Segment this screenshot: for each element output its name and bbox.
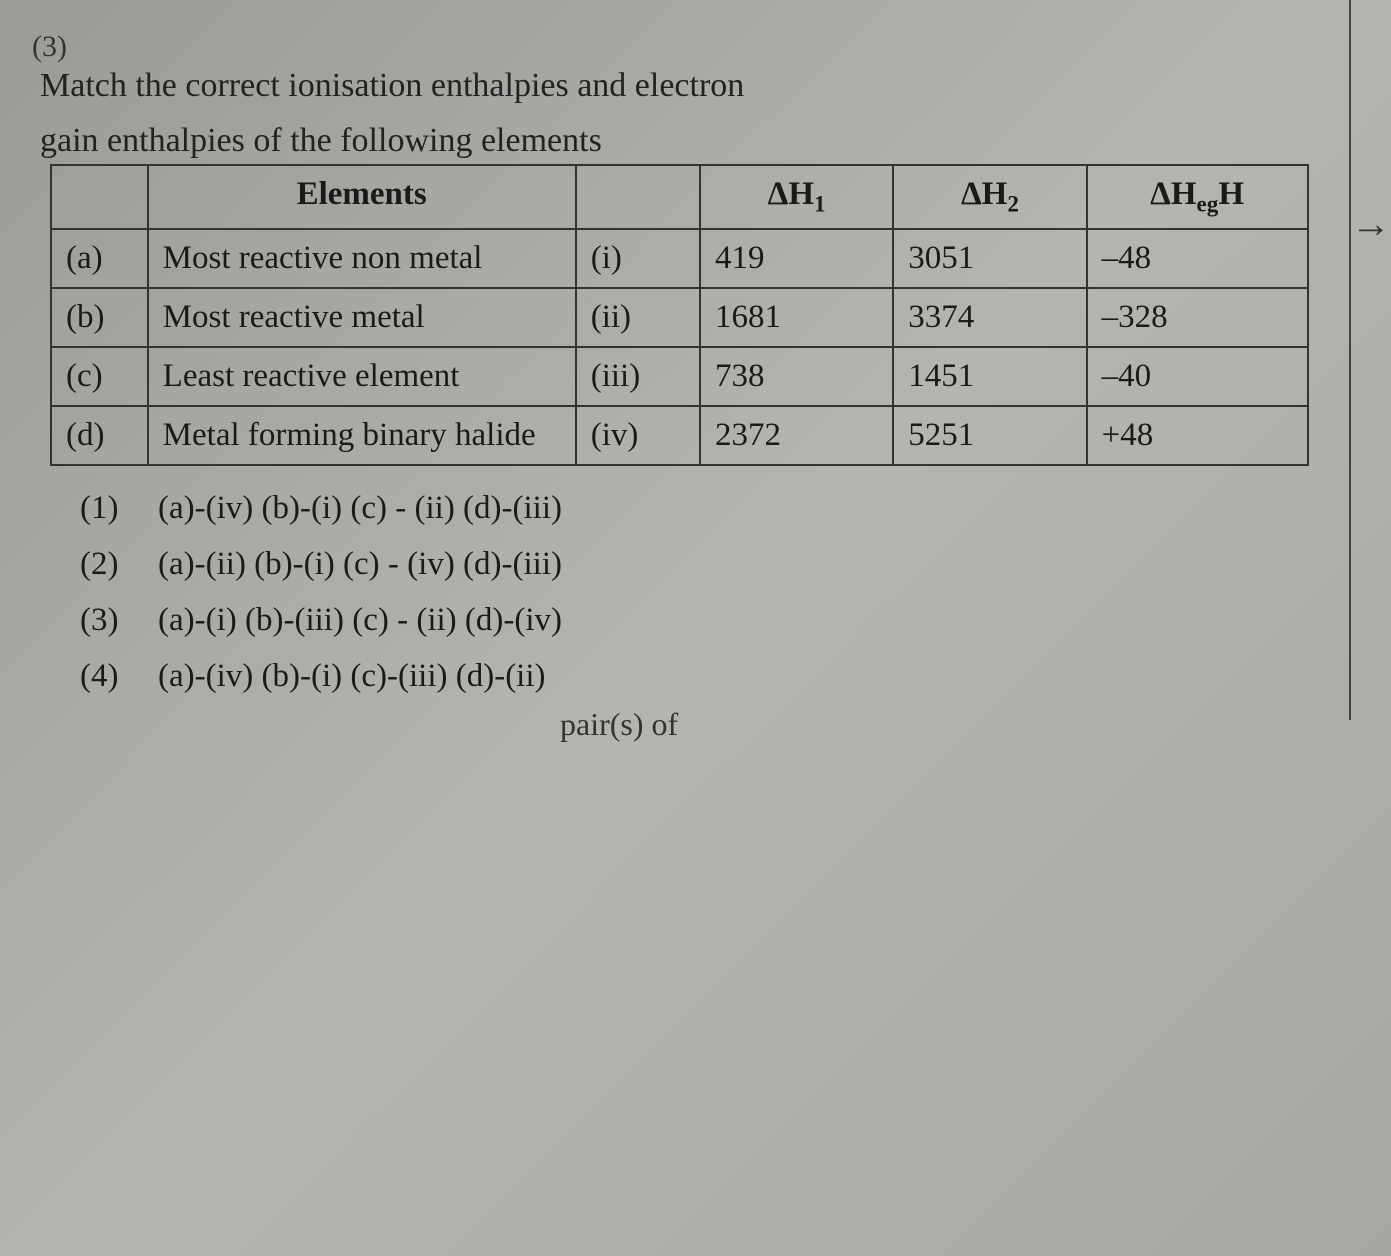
row-h1: 2372: [700, 406, 893, 465]
row-h1: 738: [700, 347, 893, 406]
option-number: (2): [80, 536, 140, 592]
dheg-label: ΔH: [1150, 176, 1196, 212]
option-text: (a)-(iv) (b)-(i) (c) - (ii) (d)-(iii): [158, 480, 562, 536]
dh2-sub: 2: [1007, 191, 1019, 217]
row-h1: 419: [700, 229, 893, 288]
data-table: Elements ΔH1 ΔH2 ΔHegH (a) Most reactive…: [50, 164, 1309, 466]
row-h2: 5251: [893, 406, 1086, 465]
table-row: (c) Least reactive element (iii) 738 145…: [51, 347, 1308, 406]
row-roman: (ii): [576, 288, 700, 347]
row-h2: 3374: [893, 288, 1086, 347]
footer-fragment: pair(s) of: [560, 706, 1351, 743]
row-tag: (b): [51, 288, 148, 347]
row-heg: –48: [1087, 229, 1308, 288]
row-tag: (d): [51, 406, 148, 465]
option-text: (a)-(iv) (b)-(i) (c)-(iii) (d)-(ii): [158, 648, 546, 704]
row-roman: (iii): [576, 347, 700, 406]
dheg-sub: eg: [1197, 191, 1219, 217]
row-tag: (a): [51, 229, 148, 288]
option-number: (3): [80, 592, 140, 648]
header-dh1: ΔH1: [700, 165, 893, 229]
arrow-annotation: →: [1351, 200, 1391, 247]
header-dh2: ΔH2: [893, 165, 1086, 229]
question-line-1: Match the correct ionisation enthalpies …: [40, 60, 1351, 111]
row-roman: (i): [576, 229, 700, 288]
row-h1: 1681: [700, 288, 893, 347]
option-row: (3) (a)-(i) (b)-(iii) (c) - (ii) (d)-(iv…: [80, 592, 1351, 648]
dheg-suffix: H: [1218, 176, 1244, 212]
answer-options: (1) (a)-(iv) (b)-(i) (c) - (ii) (d)-(iii…: [80, 480, 1351, 704]
option-number: (4): [80, 648, 140, 704]
question-page: → (3) Match the correct ionisation entha…: [40, 30, 1351, 743]
top-fragment: (3): [32, 30, 1351, 64]
question-line-2: gain enthalpies of the following element…: [40, 115, 1351, 166]
table-row: (b) Most reactive metal (ii) 1681 3374 –…: [51, 288, 1308, 347]
header-blank: [51, 165, 148, 229]
header-elements: Elements: [148, 165, 576, 229]
row-heg: +48: [1087, 406, 1308, 465]
row-element: Metal forming binary halide: [148, 406, 576, 465]
margin-line: [1349, 0, 1351, 720]
header-dheg: ΔHegH: [1087, 165, 1308, 229]
dh1-sub: 1: [814, 191, 826, 217]
row-heg: –40: [1087, 347, 1308, 406]
dh1-label: ΔH: [768, 176, 814, 212]
header-roman-blank: [576, 165, 700, 229]
option-number: (1): [80, 480, 140, 536]
table-row: (d) Metal forming binary halide (iv) 237…: [51, 406, 1308, 465]
option-row: (4) (a)-(iv) (b)-(i) (c)-(iii) (d)-(ii): [80, 648, 1351, 704]
row-element: Least reactive element: [148, 347, 576, 406]
row-h2: 1451: [893, 347, 1086, 406]
row-element: Most reactive non metal: [148, 229, 576, 288]
table-header-row: Elements ΔH1 ΔH2 ΔHegH: [51, 165, 1308, 229]
row-heg: –328: [1087, 288, 1308, 347]
option-row: (1) (a)-(iv) (b)-(i) (c) - (ii) (d)-(iii…: [80, 480, 1351, 536]
row-roman: (iv): [576, 406, 700, 465]
row-h2: 3051: [893, 229, 1086, 288]
row-tag: (c): [51, 347, 148, 406]
option-text: (a)-(i) (b)-(iii) (c) - (ii) (d)-(iv): [158, 592, 562, 648]
row-element: Most reactive metal: [148, 288, 576, 347]
table-row: (a) Most reactive non metal (i) 419 3051…: [51, 229, 1308, 288]
option-text: (a)-(ii) (b)-(i) (c) - (iv) (d)-(iii): [158, 536, 562, 592]
dh2-label: ΔH: [961, 176, 1007, 212]
option-row: (2) (a)-(ii) (b)-(i) (c) - (iv) (d)-(iii…: [80, 536, 1351, 592]
